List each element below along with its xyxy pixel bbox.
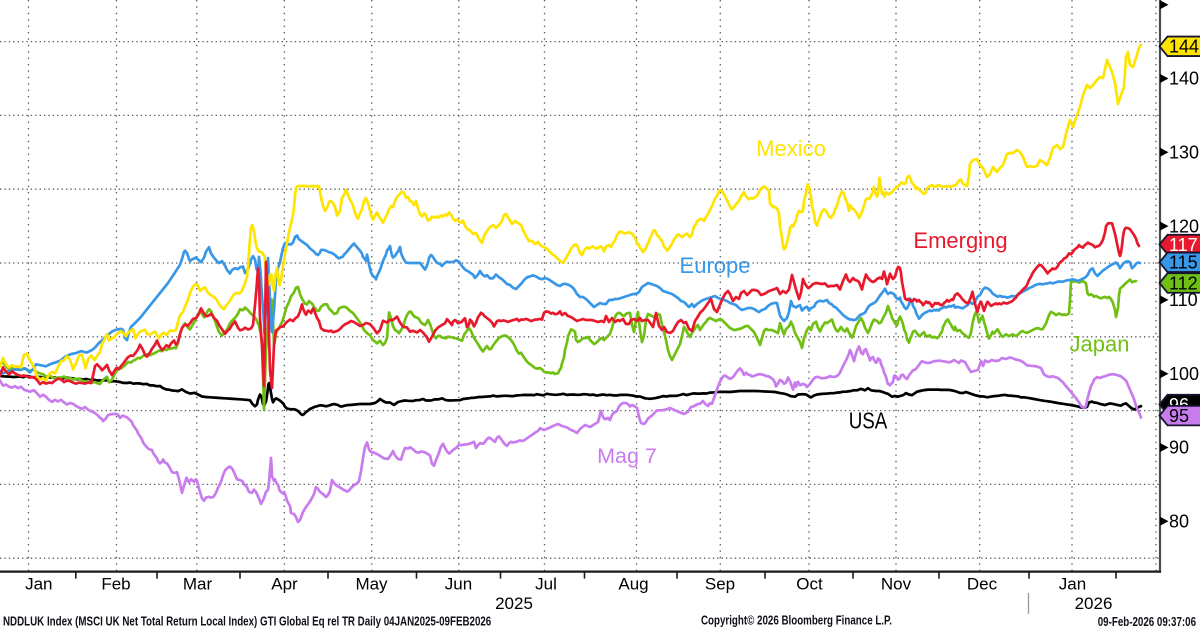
- svg-text:140: 140: [1169, 69, 1199, 89]
- svg-text:NDDLUK Index (MSCI UK Net Tota: NDDLUK Index (MSCI UK Net Total Return L…: [3, 614, 492, 629]
- svg-text:Nov: Nov: [881, 575, 912, 594]
- svg-text:Mexico: Mexico: [756, 136, 826, 161]
- svg-text:80: 80: [1169, 512, 1189, 532]
- svg-text:100: 100: [1169, 364, 1199, 384]
- svg-text:Dec: Dec: [967, 575, 998, 594]
- svg-text:Mag 7: Mag 7: [597, 444, 657, 468]
- svg-text:Jul: Jul: [535, 575, 557, 594]
- svg-text:Japan: Japan: [1070, 332, 1130, 357]
- svg-text:Apr: Apr: [271, 575, 298, 594]
- svg-text:110: 110: [1169, 290, 1198, 310]
- svg-text:USA: USA: [849, 408, 888, 435]
- svg-text:Aug: Aug: [618, 575, 648, 594]
- svg-text:Jan: Jan: [25, 575, 52, 594]
- svg-text:Emerging: Emerging: [913, 228, 1007, 253]
- svg-text:Feb: Feb: [101, 575, 130, 594]
- svg-text:144: 144: [1169, 37, 1199, 57]
- svg-text:117: 117: [1169, 235, 1198, 255]
- svg-text:2025: 2025: [495, 594, 533, 613]
- svg-text:120: 120: [1169, 216, 1199, 236]
- svg-text:2026: 2026: [1075, 594, 1113, 613]
- svg-text:Copyright© 2026 Bloomberg Fina: Copyright© 2026 Bloomberg Finance L.P.: [701, 613, 892, 628]
- svg-text:115: 115: [1169, 253, 1198, 273]
- svg-text:112: 112: [1169, 273, 1198, 293]
- svg-text:May: May: [355, 575, 388, 594]
- svg-text:09-Feb-2026 09:37:06: 09-Feb-2026 09:37:06: [1098, 615, 1197, 629]
- svg-text:130: 130: [1169, 143, 1199, 163]
- svg-text:Sep: Sep: [705, 575, 735, 594]
- svg-text:Europe: Europe: [680, 253, 751, 278]
- svg-text:Jun: Jun: [445, 575, 472, 594]
- svg-text:Jan: Jan: [1059, 575, 1086, 594]
- svg-text:90: 90: [1169, 438, 1189, 458]
- svg-text:Mar: Mar: [183, 575, 213, 594]
- svg-text:95: 95: [1169, 406, 1189, 426]
- svg-text:Oct: Oct: [796, 575, 823, 594]
